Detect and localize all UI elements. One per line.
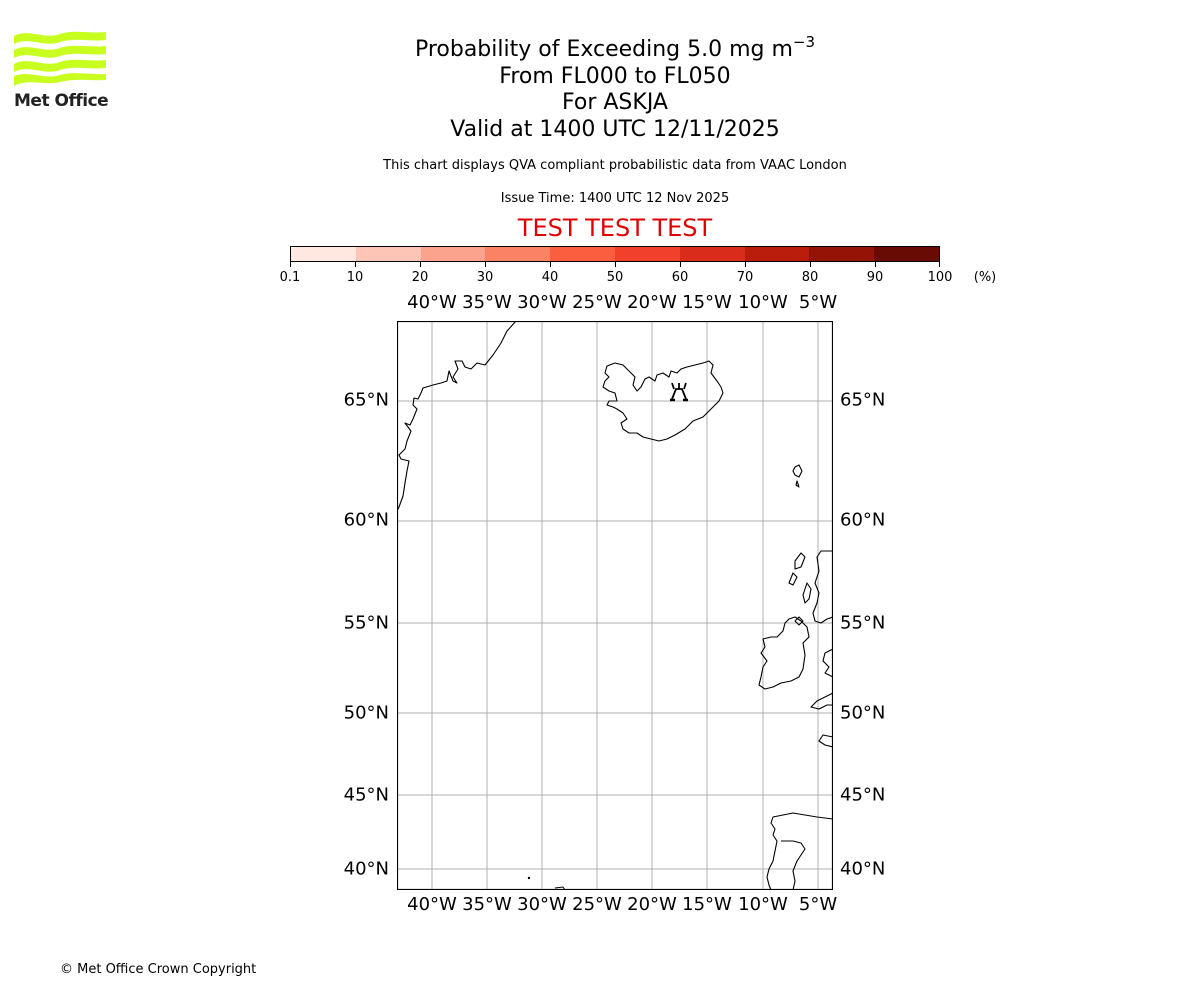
map-frame <box>397 321 833 890</box>
colorbar-segment <box>874 247 939 261</box>
lat-label-right: 60°N <box>840 509 886 531</box>
title-main: Probability of Exceeding 5.0 mg m <box>414 37 793 62</box>
colorbar-segment <box>744 247 810 261</box>
colorbar <box>290 246 940 262</box>
lon-label-top: 20°W <box>627 292 677 313</box>
lat-label-left: 45°N <box>343 784 389 806</box>
colorbar-segment <box>291 247 356 261</box>
colorbar-tick <box>615 262 616 267</box>
description: This chart displays QVA compliant probab… <box>383 158 847 173</box>
coastline-britain <box>822 648 833 678</box>
valid-time: Valid at 1400 UTC 12/11/2025 <box>450 117 780 142</box>
colorbar-tick-label: 100 <box>927 270 953 285</box>
colorbar-tick-label: 40 <box>541 270 559 285</box>
colorbar-tick <box>680 262 681 267</box>
colorbar-tick-label: 30 <box>476 270 494 285</box>
coastline-faroe <box>792 464 803 478</box>
colorbar-unit: (%) <box>973 270 997 285</box>
coastline-iberia <box>766 812 833 890</box>
lat-label-right: 65°N <box>840 389 886 411</box>
logo-text: Met Office <box>14 91 109 111</box>
lon-label-top: 15°W <box>682 292 732 313</box>
lon-label-top: 5°W <box>798 292 838 313</box>
colorbar-tick <box>939 262 940 267</box>
lon-label-bottom: 25°W <box>572 894 622 915</box>
colorbar-tick <box>290 262 291 267</box>
lat-label-left: 40°N <box>343 858 389 880</box>
lon-label-top: 30°W <box>517 292 567 313</box>
lon-label-bottom: 35°W <box>462 894 512 915</box>
colorbar-tick-label: 80 <box>801 270 819 285</box>
lon-label-top: 35°W <box>462 292 512 313</box>
lat-label-right: 55°N <box>840 612 886 634</box>
colorbar-tick-label: 20 <box>411 270 429 285</box>
colorbar-tick-label: 0.1 <box>279 270 301 285</box>
map-panel[interactable] <box>397 321 833 890</box>
coastline-iceland <box>602 360 724 442</box>
colorbar-tick-label: 90 <box>866 270 884 285</box>
title-superscript: −3 <box>792 33 816 51</box>
colorbar-segment <box>809 247 875 261</box>
colorbar-tick <box>550 262 551 267</box>
lon-label-top: 25°W <box>572 292 622 313</box>
lon-label-bottom: 15°W <box>682 894 732 915</box>
lon-label-bottom: 30°W <box>517 894 567 915</box>
issue-time: Issue Time: 1400 UTC 12 Nov 2025 <box>500 191 730 206</box>
colorbar-segment <box>355 247 421 261</box>
lon-label-bottom: 10°W <box>738 894 788 915</box>
coastline-greenland <box>397 321 517 512</box>
colorbar-tick-label: 10 <box>346 270 364 285</box>
lon-label-bottom: 40°W <box>407 894 457 915</box>
chart-title: Probability of Exceeding 5.0 mg m−3 <box>0 29 1200 63</box>
lon-label-bottom: 5°W <box>798 894 838 915</box>
met-office-logo: Met Office <box>14 30 114 112</box>
colorbar-tick <box>745 262 746 267</box>
colorbar-tick-label: 50 <box>606 270 624 285</box>
colorbar-segment <box>485 247 551 261</box>
copyright: © Met Office Crown Copyright <box>60 962 257 977</box>
volcano-icon <box>670 382 688 402</box>
colorbar-segment <box>679 247 745 261</box>
test-banner: TEST TEST TEST <box>517 214 713 242</box>
graticule <box>397 321 833 890</box>
lat-label-right: 40°N <box>840 858 886 880</box>
volcano-name: For ASKJA <box>562 90 668 115</box>
coastline-ireland <box>758 616 810 690</box>
colorbar-segment <box>420 247 486 261</box>
lat-label-right: 50°N <box>840 702 886 724</box>
lon-label-bottom: 20°W <box>627 894 677 915</box>
lat-label-right: 45°N <box>840 784 886 806</box>
colorbar-tick-label: 70 <box>736 270 754 285</box>
flight-levels: From FL000 to FL050 <box>499 64 731 89</box>
lat-label-left: 60°N <box>343 509 389 531</box>
colorbar-tick-label: 60 <box>671 270 689 285</box>
coastline-brittany <box>818 734 833 748</box>
lon-label-top: 10°W <box>738 292 788 313</box>
met-office-waves-icon <box>14 31 106 86</box>
colorbar-tick <box>420 262 421 267</box>
colorbar-tick <box>485 262 486 267</box>
colorbar-tick <box>875 262 876 267</box>
lon-label-top: 40°W <box>407 292 457 313</box>
colorbar-segment <box>614 247 680 261</box>
colorbar-tick <box>810 262 811 267</box>
lat-label-left: 50°N <box>343 702 389 724</box>
lat-label-left: 55°N <box>343 612 389 634</box>
colorbar-tick <box>355 262 356 267</box>
coastline-scotland <box>812 550 833 624</box>
colorbar-segment <box>550 247 615 261</box>
lat-label-left: 65°N <box>343 389 389 411</box>
